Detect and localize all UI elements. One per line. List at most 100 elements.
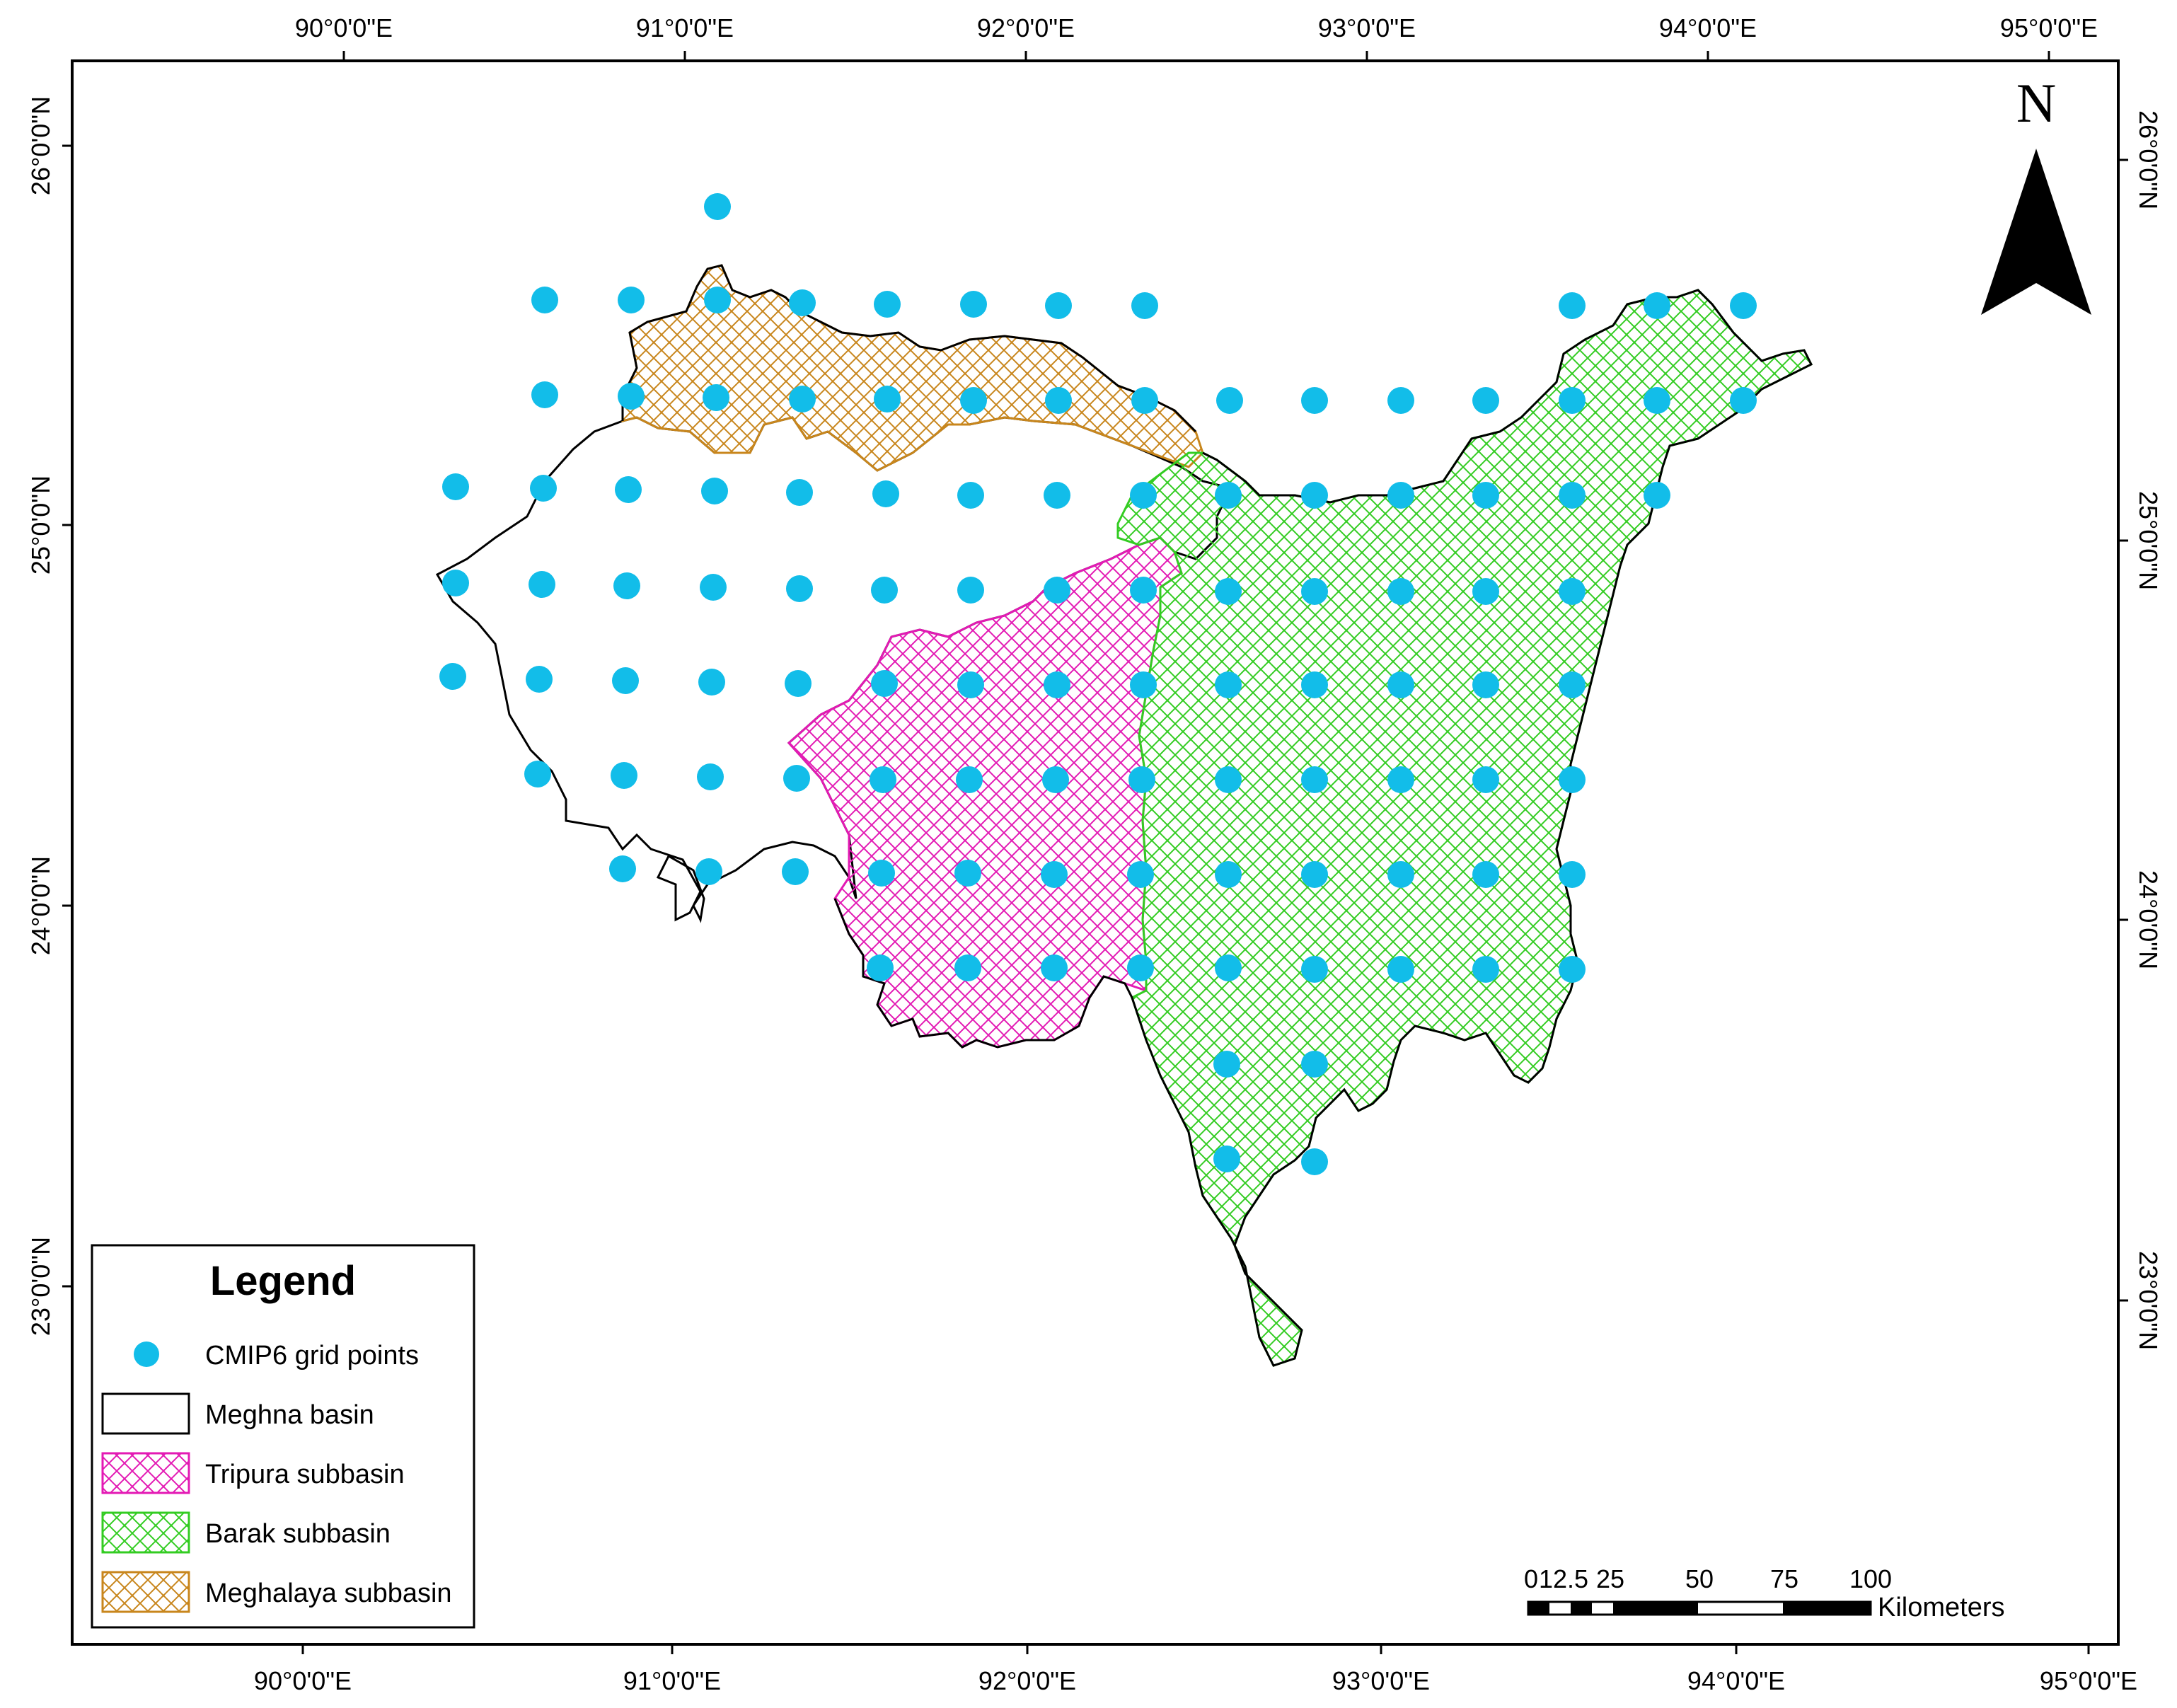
grid-point	[783, 765, 810, 792]
grid-point	[1559, 671, 1586, 698]
north-label: N	[2016, 72, 2056, 134]
grid-point	[872, 480, 899, 507]
legend-label-tripura: Tripura subbasin	[205, 1460, 405, 1489]
grid-point	[1131, 292, 1158, 319]
grid-point	[1130, 577, 1157, 604]
grid-point	[789, 386, 816, 412]
grid-point	[960, 291, 987, 318]
top-lon-tick-92: 92°0'0"E	[977, 13, 1075, 42]
grid-point	[442, 570, 469, 596]
grid-point	[613, 572, 640, 599]
grid-point	[1044, 671, 1070, 698]
grid-point	[1387, 766, 1414, 793]
north-arrow-icon	[1981, 149, 2091, 315]
cmip6-grid-points	[439, 193, 1757, 1175]
grid-point	[871, 577, 898, 604]
top-lon-tick-94: 94°0'0"E	[1659, 13, 1757, 42]
grid-point	[1559, 578, 1586, 605]
grid-point	[524, 761, 551, 787]
grid-point	[526, 666, 553, 693]
grid-point	[1730, 292, 1757, 319]
bottom-lon-tick-94: 94°0'0"E	[1687, 1666, 1785, 1695]
grid-point	[700, 574, 727, 601]
grid-point	[1127, 954, 1154, 981]
legend-barak-swatch	[101, 1511, 190, 1554]
left-lat-tick-25: 25°0'0"N	[26, 475, 55, 575]
scale-label-50: 50	[1685, 1564, 1714, 1593]
top-lon-tick-95: 95°0'0"E	[2000, 13, 2098, 42]
grid-point	[1472, 482, 1499, 509]
grid-point	[957, 482, 984, 509]
grid-point	[1472, 766, 1499, 793]
grid-point	[442, 473, 469, 500]
top-longitude-axis: 90°0'0"E 91°0'0"E 92°0'0"E 93°0'0"E 94°0…	[295, 13, 2098, 61]
grid-point	[1559, 861, 1586, 888]
grid-point	[786, 479, 813, 506]
grid-point	[1559, 956, 1586, 983]
bottom-lon-tick-90: 90°0'0"E	[254, 1666, 352, 1695]
grid-point	[870, 766, 896, 793]
grid-point	[1215, 766, 1242, 793]
legend-label-meghna: Meghna basin	[205, 1400, 374, 1430]
grid-point	[1131, 387, 1158, 414]
grid-point	[1213, 1146, 1240, 1172]
grid-point	[1472, 578, 1499, 605]
map-frame	[71, 59, 2120, 1646]
grid-point	[703, 384, 729, 411]
grid-point	[1301, 387, 1328, 414]
grid-point	[874, 386, 901, 412]
grid-point	[867, 954, 894, 981]
legend-point-icon	[134, 1341, 159, 1367]
right-lat-tick-26: 26°0'0"N	[2134, 110, 2163, 209]
scale-seg-4	[1783, 1602, 1871, 1615]
grid-point	[531, 381, 558, 408]
grid-point	[1559, 766, 1586, 793]
grid-point	[697, 763, 724, 790]
legend-label-meghalaya: Meghalaya subbasin	[205, 1579, 452, 1608]
legend-tripura-swatch	[101, 1452, 190, 1494]
grid-point	[1644, 482, 1670, 509]
barak-subbasin	[1116, 289, 1813, 1367]
grid-point	[954, 954, 981, 981]
right-lat-tick-23: 23°0'0"N	[2134, 1251, 2163, 1350]
scale-label-0: 0	[1524, 1564, 1538, 1593]
grid-point	[1472, 671, 1499, 698]
scale-seg-3	[1613, 1602, 1698, 1615]
grid-point	[704, 193, 731, 220]
grid-point	[1559, 292, 1586, 319]
left-lat-tick-23: 23°0'0"N	[26, 1237, 55, 1336]
bottom-lon-tick-92: 92°0'0"E	[978, 1666, 1076, 1695]
top-lon-tick-93: 93°0'0"E	[1318, 13, 1416, 42]
grid-point	[956, 766, 983, 793]
left-lat-tick-26: 26°0'0"N	[26, 96, 55, 195]
grid-point	[615, 476, 642, 503]
grid-point	[1216, 387, 1243, 414]
legend-box	[91, 1244, 475, 1629]
legend: Legend CMIP6 grid points Meghna basin Tr…	[91, 1244, 475, 1629]
grid-point	[1730, 387, 1757, 414]
scale-label-100: 100	[1849, 1564, 1892, 1593]
grid-point	[1559, 387, 1586, 414]
grid-point	[960, 387, 987, 414]
grid-point	[957, 671, 984, 698]
grid-point	[1472, 387, 1499, 414]
grid-point	[618, 287, 645, 313]
grid-point	[1387, 578, 1414, 605]
grid-point	[789, 289, 816, 316]
grid-point	[611, 762, 637, 789]
grid-point	[1128, 766, 1155, 793]
grid-point	[1215, 482, 1242, 509]
scale-label-12-5: 12.5	[1539, 1564, 1588, 1593]
grid-point	[1044, 577, 1070, 604]
grid-point	[1387, 956, 1414, 983]
grid-point	[1041, 861, 1068, 888]
legend-label-grid-points: CMIP6 grid points	[205, 1341, 419, 1371]
grid-point	[704, 287, 731, 313]
grid-point	[439, 663, 466, 690]
scale-seg-2	[1571, 1602, 1592, 1615]
right-lat-tick-25: 25°0'0"N	[2134, 491, 2163, 590]
grid-point	[695, 858, 722, 885]
grid-point	[1387, 671, 1414, 698]
legend-label-barak: Barak subbasin	[205, 1519, 391, 1549]
grid-point	[782, 858, 809, 885]
